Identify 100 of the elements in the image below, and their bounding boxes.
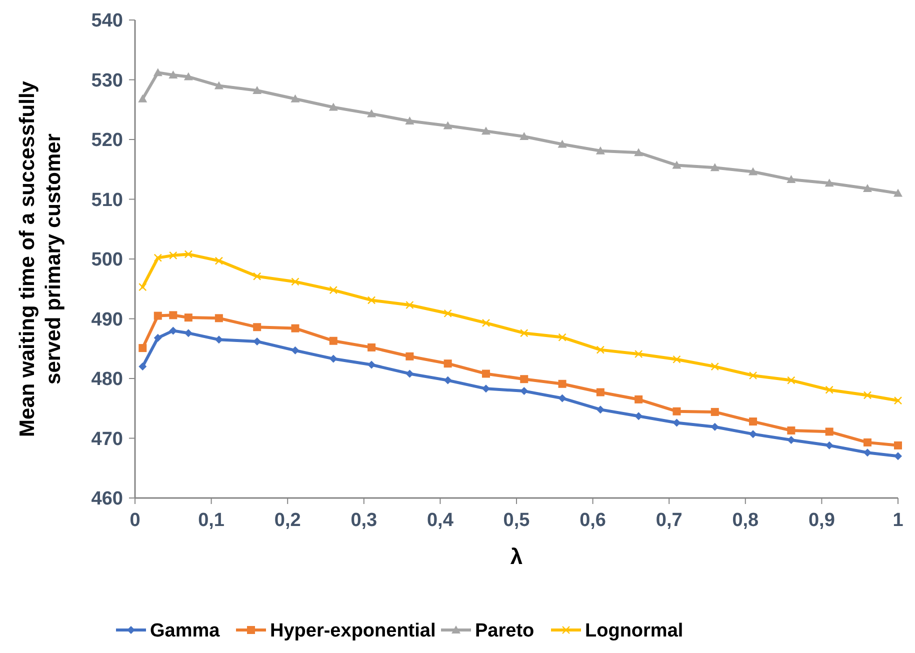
point	[328, 102, 338, 111]
point	[184, 329, 192, 338]
point	[443, 121, 452, 130]
y-tick-label: 520	[91, 130, 123, 152]
point	[329, 336, 338, 345]
y-tick-label: 460	[91, 488, 123, 510]
y-tick-label: 480	[91, 369, 123, 390]
point	[894, 441, 902, 450]
point	[520, 375, 528, 384]
point	[406, 352, 414, 360]
point	[596, 388, 604, 396]
y-tick-label: 490	[91, 309, 123, 330]
x-tick-label: 0,4	[426, 510, 454, 531]
point	[367, 296, 376, 304]
point	[558, 140, 567, 148]
point	[710, 408, 719, 416]
point	[672, 355, 681, 364]
point	[138, 94, 148, 102]
x-tick-label: 0,1	[198, 510, 225, 531]
x-tick-label: 0,8	[732, 510, 759, 531]
point	[154, 334, 162, 342]
point	[672, 160, 682, 169]
point	[862, 184, 872, 192]
point	[787, 426, 796, 434]
point	[291, 324, 300, 332]
point	[169, 311, 178, 320]
point	[444, 309, 452, 318]
point	[184, 314, 192, 322]
point	[168, 70, 178, 78]
point	[444, 376, 452, 384]
x-tick-label: 0,7	[656, 510, 682, 531]
point	[787, 376, 796, 384]
point	[894, 396, 902, 405]
point	[787, 436, 796, 444]
point	[672, 407, 681, 416]
point	[329, 286, 338, 294]
point	[520, 328, 528, 338]
point	[252, 272, 262, 280]
point	[634, 412, 643, 420]
y-tick-label: 500	[91, 250, 123, 271]
x-tick-label: 0,3	[350, 510, 378, 531]
point	[138, 344, 147, 352]
point	[184, 72, 193, 80]
point	[291, 346, 300, 354]
point	[169, 251, 178, 260]
point	[290, 94, 300, 102]
point	[481, 126, 490, 135]
point	[786, 175, 796, 184]
legend-label: Hyper-exponential	[270, 620, 436, 642]
point	[824, 178, 834, 187]
point	[520, 132, 529, 140]
y-tick-label: 470	[91, 428, 123, 450]
point	[214, 314, 223, 322]
point	[252, 86, 262, 94]
point	[749, 418, 758, 426]
point	[596, 406, 604, 414]
point	[406, 300, 414, 310]
point	[329, 354, 338, 363]
x-tick-label: 0,9	[808, 510, 835, 531]
point	[558, 394, 566, 402]
point	[253, 323, 262, 332]
point	[596, 346, 605, 354]
point	[748, 371, 758, 380]
point	[367, 109, 376, 118]
point	[749, 430, 758, 438]
x-tick-label: 0	[130, 510, 140, 531]
y-tick-label: 540	[91, 10, 123, 32]
point	[405, 116, 414, 124]
x-tick-label: 0,5	[503, 510, 530, 531]
legend-label: Lognormal	[585, 620, 684, 642]
point	[214, 81, 224, 90]
point	[154, 254, 162, 262]
y-tick-label: 530	[91, 70, 123, 92]
x-axis-title: λ	[510, 544, 523, 569]
point	[596, 146, 605, 154]
point	[863, 448, 872, 457]
point	[184, 250, 193, 258]
point	[368, 360, 376, 369]
point	[444, 360, 452, 368]
legend-label: Gamma	[150, 620, 220, 642]
point	[825, 441, 834, 450]
x-tick-label: 1	[892, 510, 904, 531]
x-tick-label: 0,2	[274, 510, 301, 531]
point	[634, 148, 644, 156]
point	[368, 343, 376, 352]
x-tick-label: 0,6	[580, 510, 606, 531]
legend-label: Pareto	[475, 620, 534, 642]
point	[138, 282, 147, 292]
point	[710, 163, 720, 172]
point	[138, 362, 147, 371]
point	[558, 333, 566, 342]
point	[863, 391, 872, 400]
y-axis-title: Mean waiting time of a successfully served primary customer	[16, 80, 66, 437]
point	[558, 380, 566, 388]
point	[894, 188, 902, 197]
point	[863, 438, 872, 446]
point	[482, 318, 490, 328]
point	[482, 370, 490, 378]
point	[825, 428, 834, 436]
point	[482, 384, 490, 393]
